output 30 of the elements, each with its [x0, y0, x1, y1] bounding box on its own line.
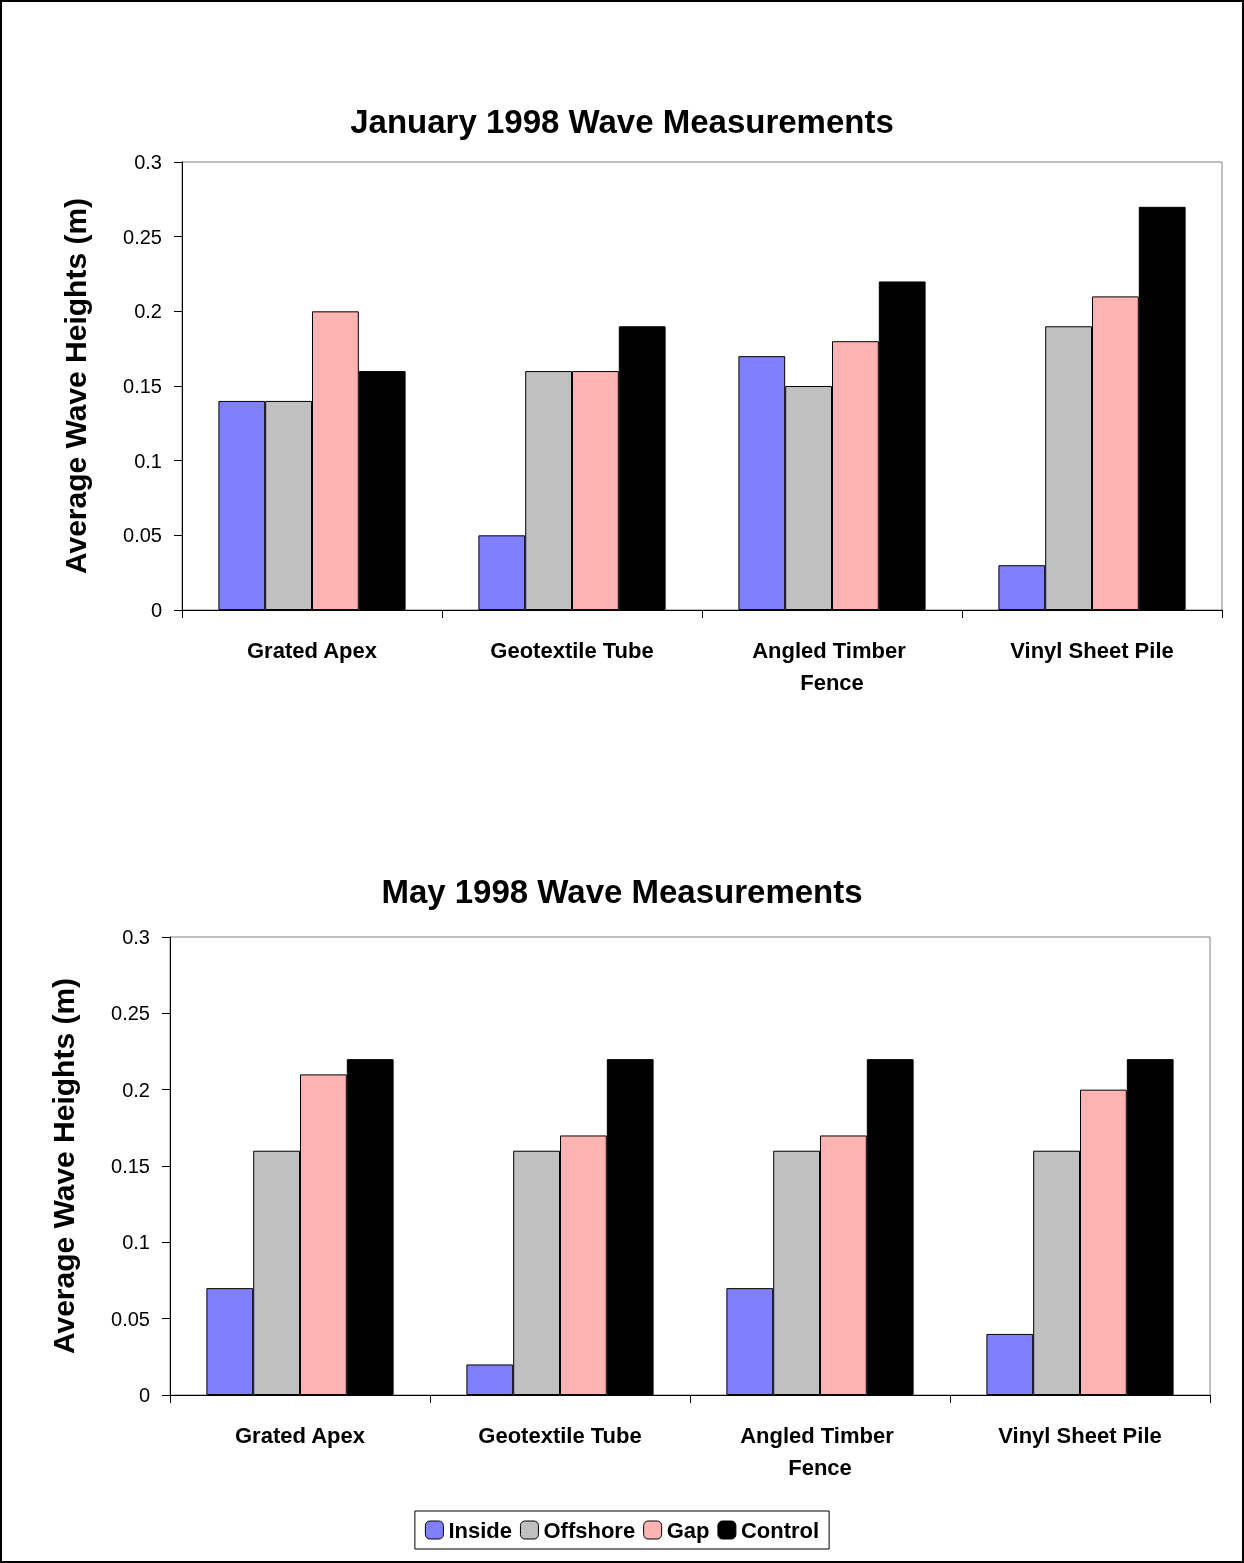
chart-title: May 1998 Wave Measurements — [381, 873, 863, 910]
y-tick-label: 0 — [138, 1384, 150, 1406]
y-tick-label: 0.3 — [122, 926, 150, 948]
legend-label: Control — [740, 1517, 820, 1543]
y-tick-label: 0.1 — [134, 449, 162, 472]
x-tick-label: Geotextile Tube — [490, 637, 654, 663]
y-tick-label: 0.1 — [122, 1231, 150, 1254]
y-tick-label: 0.25 — [111, 1002, 150, 1025]
legend-label: Gap — [666, 1517, 710, 1543]
x-tick-label: Vinyl Sheet Pile — [1010, 637, 1174, 663]
y-tick-label: 0.25 — [123, 225, 162, 248]
y-tick-label: 0 — [150, 599, 162, 621]
x-tick-label: Grated Apex — [246, 637, 378, 663]
y-tick-label: 0.2 — [122, 1078, 150, 1101]
y-axis-title: Average Wave Heights (m) — [58, 197, 92, 575]
x-tick-label: Angled Timber Fence — [752, 637, 912, 695]
y-tick-label: 0.05 — [123, 524, 162, 547]
y-tick-label: 0.05 — [111, 1307, 150, 1330]
y-tick-label: 0.3 — [134, 151, 162, 173]
y-tick-label: 0.15 — [111, 1155, 150, 1177]
legend-label: Offshore — [543, 1517, 636, 1543]
x-tick-label: Angled Timber Fence — [740, 1422, 900, 1480]
x-tick-label: Geotextile Tube — [478, 1422, 642, 1448]
y-tick-label: 0.2 — [134, 300, 162, 323]
legend-label: Inside — [448, 1517, 512, 1543]
x-tick-label: Grated Apex — [234, 1422, 366, 1448]
x-tick-label: Vinyl Sheet Pile — [998, 1422, 1162, 1448]
chart-title: January 1998 Wave Measurements — [350, 103, 894, 140]
y-tick-label: 0.15 — [123, 375, 162, 397]
y-axis-title: Average Wave Heights (m) — [46, 977, 80, 1355]
